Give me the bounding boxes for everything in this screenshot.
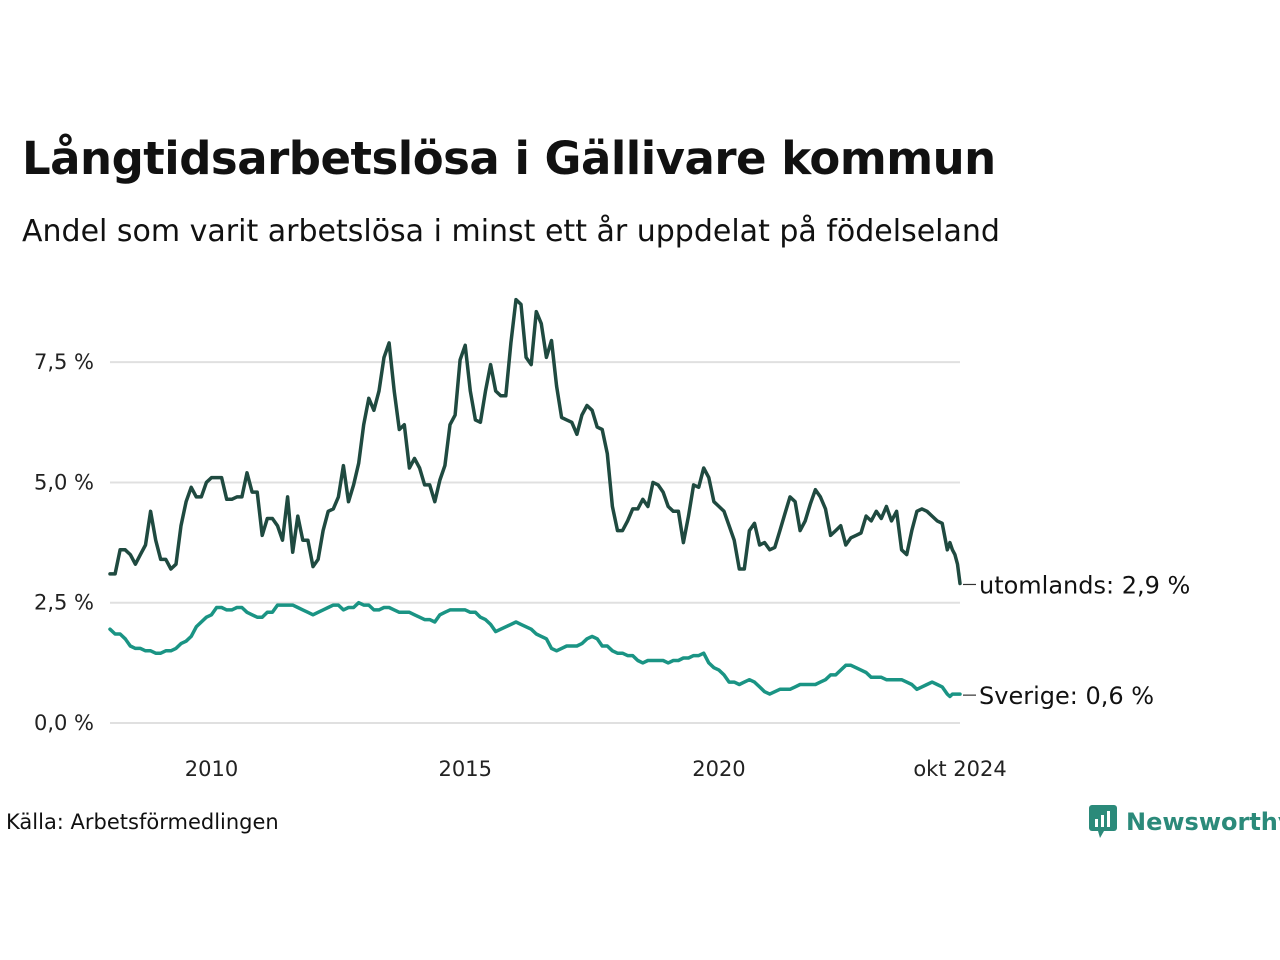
- line-chart: 0,0 % 2,5 % 5,0 % 7,5 % 2010 2015 2020 okt 202…: [34, 297, 1190, 781]
- series-line-utomlands: [108, 297, 962, 586]
- source-note: Källa: Arbetsförmedlingen: [6, 810, 279, 834]
- x-tick-label: 2010: [185, 757, 238, 781]
- grid-lines: [110, 361, 960, 724]
- y-axis: 0,0 % 2,5 % 5,0 % 7,5 %: [34, 350, 94, 735]
- x-axis: 2010 2015 2020 okt 2024: [185, 757, 1007, 781]
- newsworthy-logo: Newsworthy: [1088, 804, 1280, 840]
- newsworthy-logo-text: Newsworthy: [1126, 808, 1280, 836]
- y-tick-label: 7,5 %: [34, 350, 94, 374]
- y-tick-label: 5,0 %: [34, 470, 94, 494]
- x-tick-label: 2020: [692, 757, 745, 781]
- newsworthy-logo-icon: [1089, 805, 1117, 838]
- y-tick-label: 2,5 %: [34, 591, 94, 615]
- x-tick-label: okt 2024: [913, 757, 1006, 781]
- end-label-Sverige: Sverige: 0,6 %: [979, 682, 1154, 710]
- x-tick-label: 2015: [438, 757, 491, 781]
- end-label-utomlands: utomlands: 2,9 %: [979, 571, 1190, 599]
- chart-subtitle: Andel som varit arbetslösa i minst ett å…: [22, 214, 1000, 249]
- chart-title: Långtidsarbetslösa i Gällivare kommun: [22, 132, 996, 185]
- y-tick-label: 0,0 %: [34, 711, 94, 735]
- series-end-labels: utomlands: 2,9 % Sverige: 0,6 %: [963, 571, 1190, 710]
- series-line-Sverige: [108, 600, 962, 699]
- series-lines: [108, 297, 962, 699]
